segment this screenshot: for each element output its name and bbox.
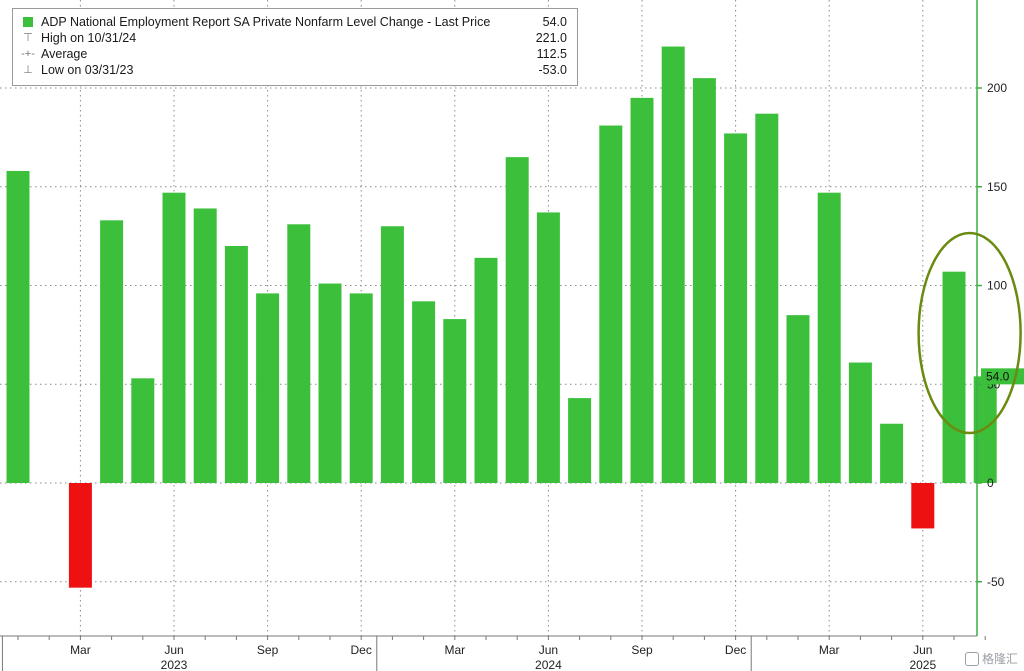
watermark-logo-icon [964, 651, 979, 666]
y-tick-label: 200 [987, 81, 1007, 95]
x-tick-label: Jun [913, 643, 932, 657]
legend-low-row: ⊥ Low on 03/31/23 -53.0 [21, 62, 567, 78]
legend-series-value: 54.0 [542, 15, 567, 29]
bar [661, 46, 685, 484]
bar [536, 212, 560, 484]
x-tick-label: Sep [631, 643, 653, 657]
year-label: 2025 [909, 658, 936, 671]
bar [256, 293, 280, 483]
y-tick-label: 100 [987, 279, 1007, 293]
bar [848, 362, 872, 483]
bar [287, 224, 311, 483]
x-tick-label: Mar [444, 643, 465, 657]
bar [193, 208, 217, 483]
bar [380, 226, 404, 483]
bar [6, 170, 30, 483]
year-label: 2023 [161, 658, 188, 671]
x-tick-label: Jun [539, 643, 558, 657]
bar [505, 157, 529, 483]
x-tick-label: Dec [351, 643, 372, 657]
bar [474, 257, 498, 483]
watermark-text: 格隆汇 [981, 652, 1018, 666]
x-tick-label: Sep [257, 643, 279, 657]
bar [568, 398, 592, 483]
bar [692, 78, 716, 483]
bar [599, 125, 623, 484]
last-value-box [981, 368, 1024, 385]
last-value-label: 54.0 [986, 369, 1010, 383]
average-marker-icon: -+- [21, 48, 35, 60]
legend-box: ADP National Employment Report SA Privat… [12, 8, 578, 86]
bar [443, 319, 467, 483]
x-tick-label: Mar [819, 643, 840, 657]
bar [942, 271, 966, 483]
legend-series-label: ADP National Employment Report SA Privat… [41, 15, 491, 29]
bar [224, 246, 248, 483]
bar [911, 483, 935, 529]
y-tick-label: 150 [987, 180, 1007, 194]
legend-high-value: 221.0 [535, 31, 567, 45]
bar [162, 192, 186, 484]
legend-average-value: 112.5 [536, 47, 567, 61]
x-tick-label: Jun [164, 643, 183, 657]
legend-low-value: -53.0 [538, 63, 568, 77]
legend-average-label: Average [41, 47, 88, 61]
y-tick-label: 0 [987, 476, 994, 490]
legend-high-row: ⊤ High on 10/31/24 221.0 [21, 30, 567, 46]
bar [630, 97, 654, 483]
bar [100, 220, 124, 483]
high-marker-icon: ⊤ [23, 32, 33, 44]
watermark: 格隆汇 [964, 650, 1018, 667]
bar [131, 378, 155, 483]
highlight-ellipse [917, 231, 1022, 435]
x-tick-label: Mar [70, 643, 91, 657]
legend-low-label: Low on 03/31/23 [41, 63, 134, 77]
bar [724, 133, 748, 484]
x-tick-label: Dec [725, 643, 746, 657]
bar [755, 113, 779, 484]
legend-average-row: -+- Average 112.5 [21, 46, 567, 62]
bar [412, 301, 436, 483]
y-tick-label: -50 [987, 575, 1005, 589]
bar [786, 315, 810, 483]
bar [880, 423, 904, 483]
legend-high-label: High on 10/31/24 [41, 31, 137, 45]
bar [817, 192, 841, 484]
year-label: 2024 [535, 658, 562, 671]
bar [68, 483, 92, 588]
legend-series-row: ADP National Employment Report SA Privat… [21, 14, 567, 30]
series-swatch-icon [23, 17, 33, 27]
bar [349, 293, 373, 483]
bar [318, 283, 342, 483]
low-marker-icon: ⊥ [23, 64, 33, 76]
